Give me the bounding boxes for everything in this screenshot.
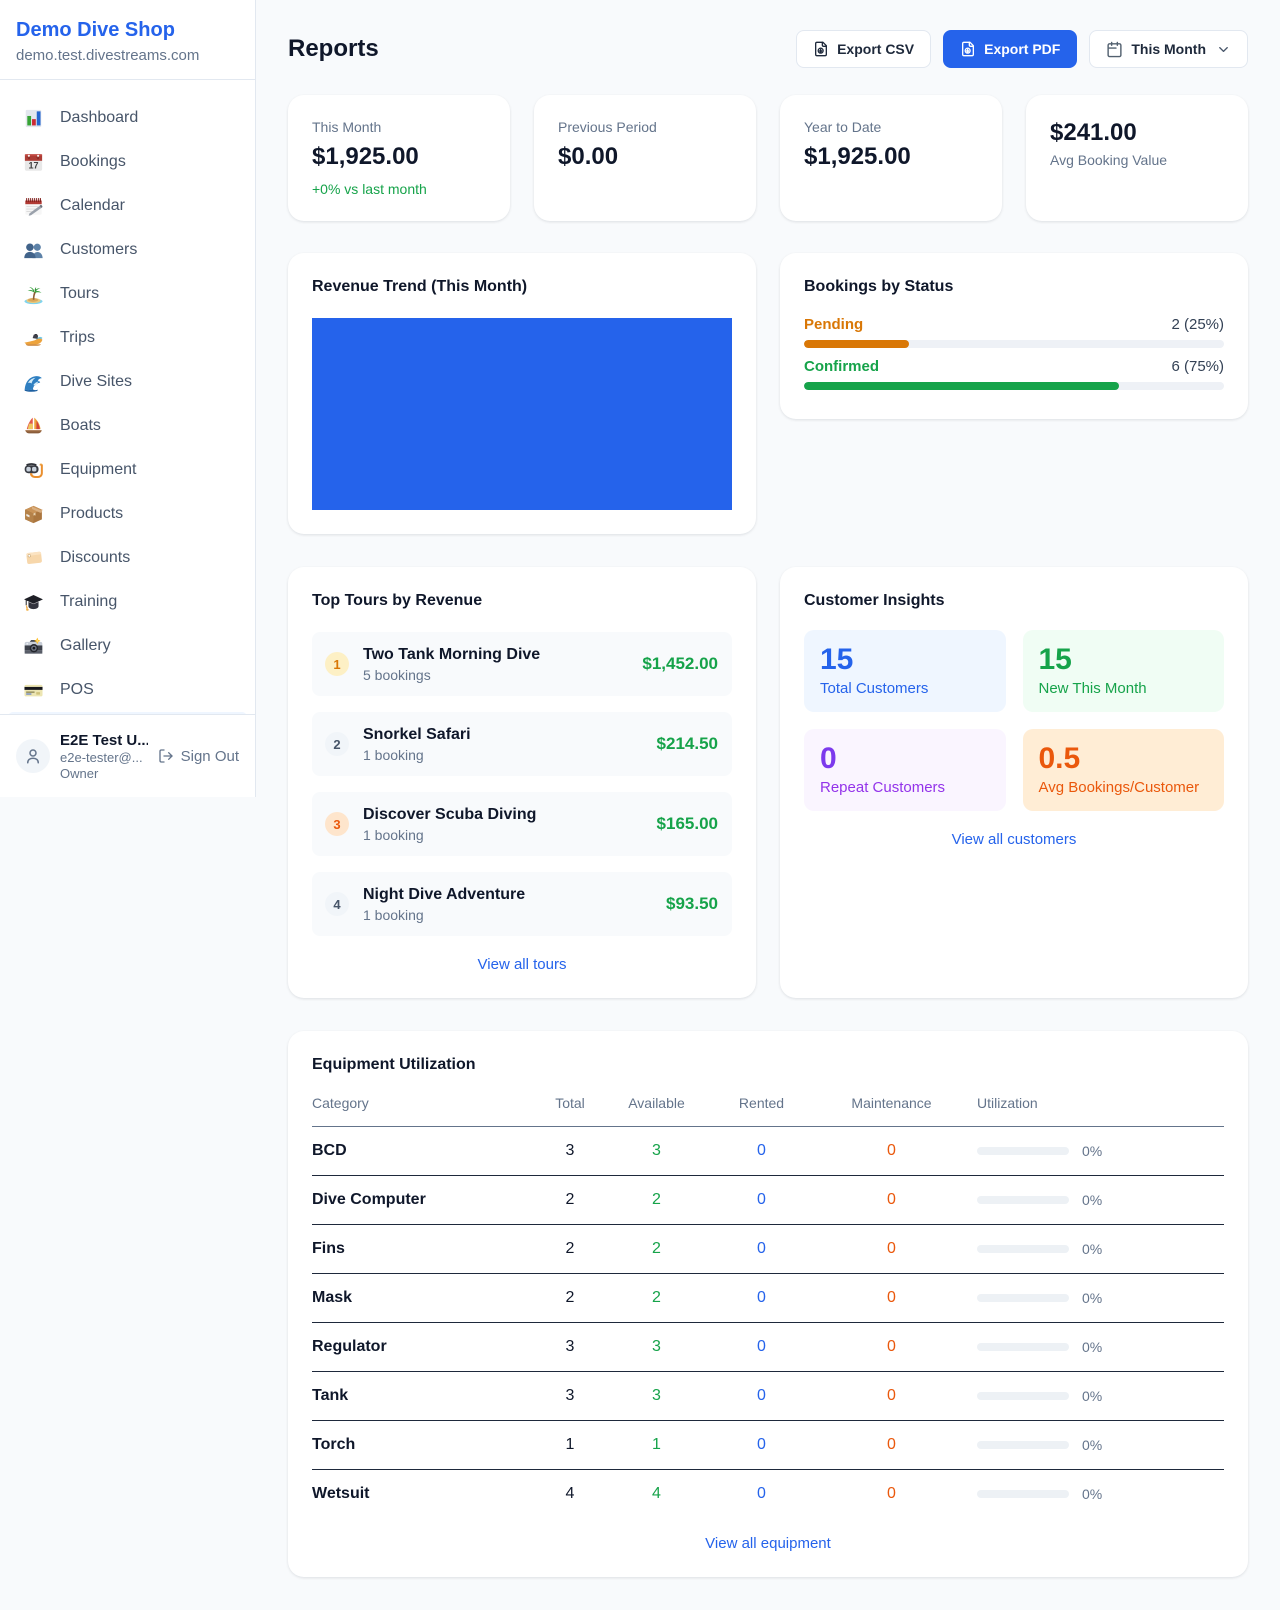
svg-text:17: 17 (28, 160, 38, 170)
